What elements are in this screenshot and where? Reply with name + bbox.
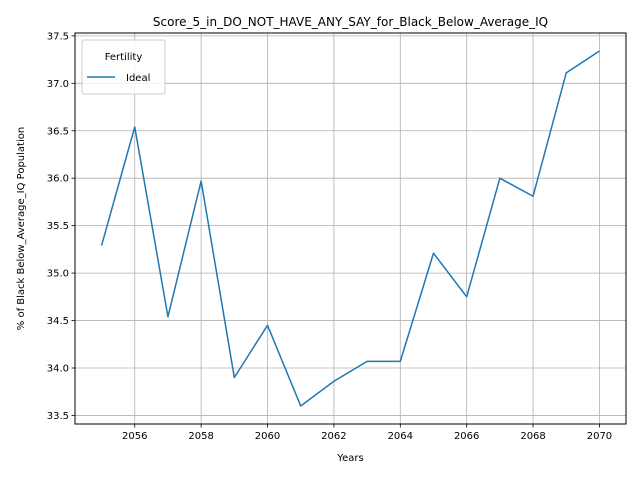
y-tick-label: 37.5 [47, 31, 69, 42]
y-axis-label: % of Black Below_Average_IQ Population [16, 127, 27, 330]
x-tick-label: 2064 [388, 431, 413, 442]
chart-title: Score_5_in_DO_NOT_HAVE_ANY_SAY_for_Black… [153, 15, 548, 29]
x-tick-label: 2062 [321, 431, 346, 442]
y-tick-label: 36.5 [47, 126, 69, 137]
y-tick-label: 37.0 [47, 79, 69, 90]
x-tick-label: 2068 [520, 431, 545, 442]
legend-title: Fertility [105, 52, 143, 63]
x-tick-label: 2066 [454, 431, 479, 442]
x-tick-label: 2060 [255, 431, 280, 442]
legend-box [82, 40, 165, 94]
y-tick-label: 36.0 [47, 174, 69, 185]
x-tick-label: 2058 [188, 431, 213, 442]
y-tick-label: 35.5 [47, 221, 69, 232]
y-tick-label: 34.5 [47, 316, 69, 327]
legend: Fertility Ideal [82, 40, 165, 94]
x-tick-label: 2056 [122, 431, 147, 442]
y-tick-label: 34.0 [47, 364, 69, 375]
x-axis-label: Years [336, 453, 363, 464]
y-tick-label: 33.5 [47, 411, 69, 422]
y-tick-label: 35.0 [47, 269, 69, 280]
legend-entry-ideal: Ideal [126, 73, 150, 84]
x-tick-label: 2070 [587, 431, 612, 442]
